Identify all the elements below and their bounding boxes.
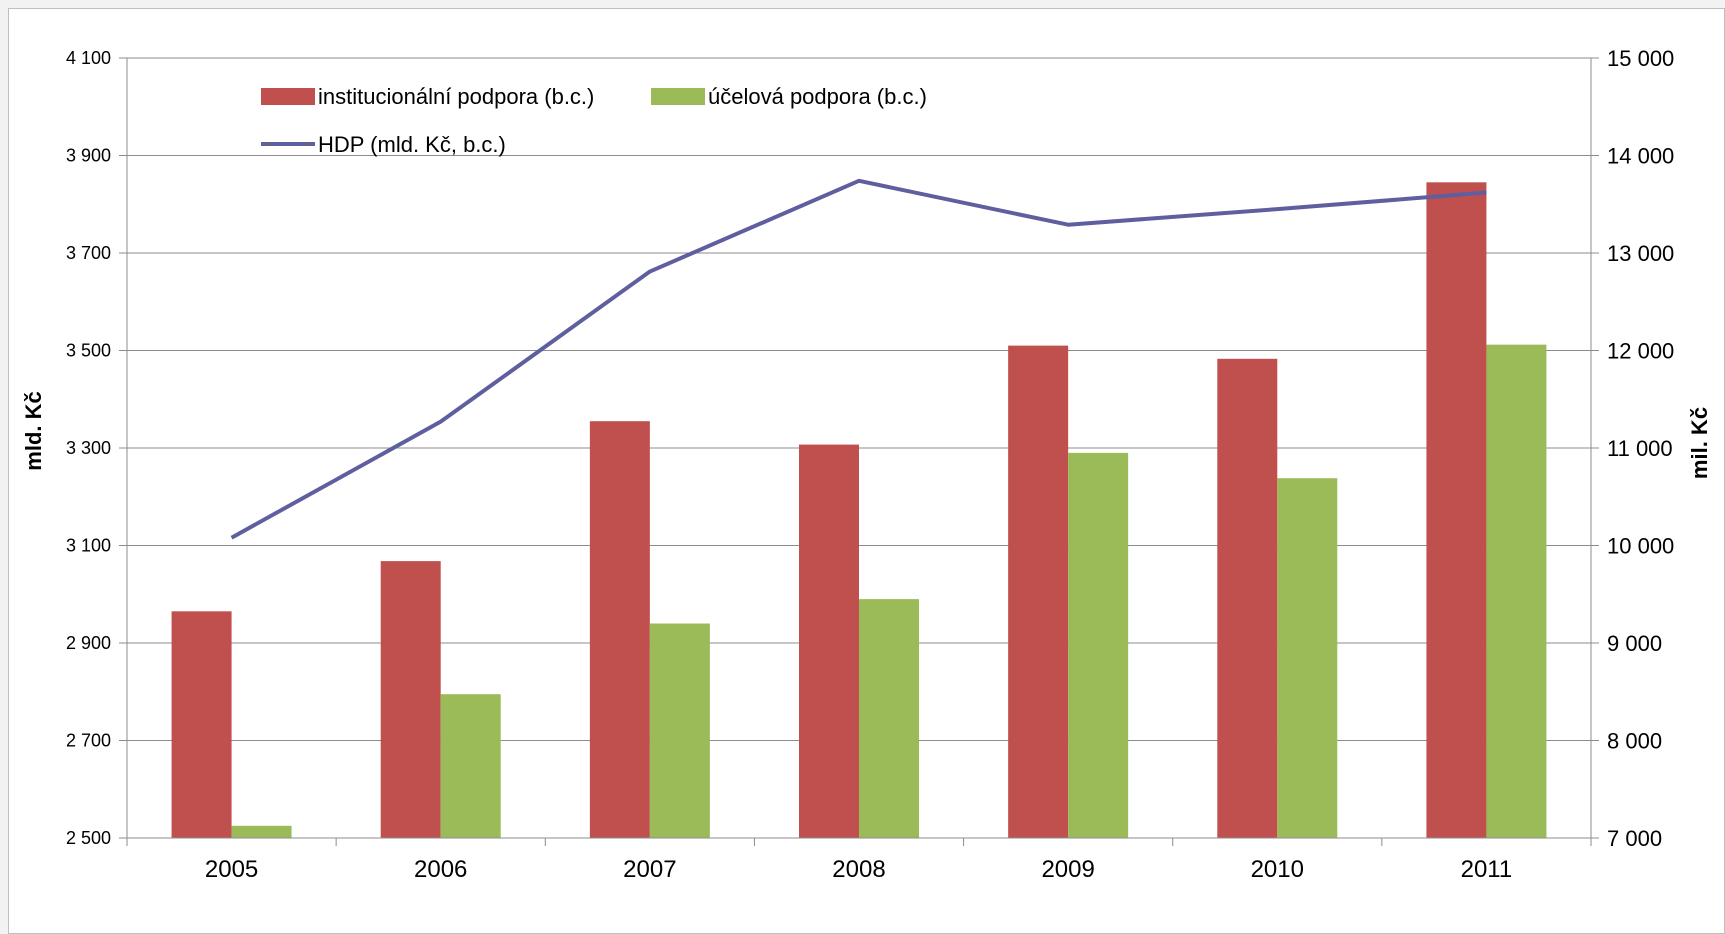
line-hdp [230,178,1487,540]
x-tick-label: 2009 [1041,856,1094,883]
left-tick-label: 3 700 [66,243,111,263]
left-tick-label: 3 300 [66,438,111,458]
left-tick-label: 3 900 [66,146,111,166]
left-tick-label: 3 100 [66,536,111,556]
x-tick-label: 2010 [1251,856,1304,883]
legend: institucionální podpora (b.c.) účelová p… [261,84,927,157]
bar-ucelova [231,825,292,838]
x-tick-label: 2006 [414,856,467,883]
right-tick-label: 8 000 [1607,729,1662,754]
left-tick-label: 3 500 [66,341,111,361]
right-tick-label: 11 000 [1607,436,1673,461]
line-series [230,178,1487,540]
right-tick-label: 7 000 [1607,826,1662,851]
right-tick-label: 9 000 [1607,631,1662,656]
bar-ucelova [859,599,919,838]
x-tick-label: 2008 [832,856,885,883]
legend-label-ucelova: účelová podpora (b.c.) [708,84,927,109]
bar-series [171,182,1547,838]
x-tick-label: 2005 [205,856,258,883]
x-axis-ticks: 2005 2006 2007 2008 2009 2010 2011 [126,838,1592,883]
left-tick-label: 2 700 [66,731,111,751]
bar-ucelova [1486,344,1547,838]
legend-label-institucionalni: institucionální podpora (b.c.) [318,84,594,109]
left-tick-label: 2 500 [66,828,111,848]
bar-institucionalni [380,561,441,838]
combo-chart: 2 500 2 700 2 900 3 100 3 300 3 500 3 700 3 900… [21,46,1712,883]
right-axis-ticks: 7 000 8 000 9 000 10 000 11 000 12 000 13 000 1… [1607,46,1674,851]
left-axis-title: mld. Kč [21,391,46,470]
bar-ucelova [440,694,501,838]
right-tick-label: 10 000 [1607,534,1674,559]
bar-institucionalni [171,611,232,838]
bar-institucionalni [1008,345,1069,838]
left-axis-ticks: 2 500 2 700 2 900 3 100 3 300 3 500 3 700 3 900… [66,48,111,848]
right-tick-label: 14 000 [1607,144,1674,169]
legend-swatch-ucelova [651,88,705,105]
x-tick-label: 2007 [623,856,676,883]
x-tick-label: 2011 [1461,856,1513,883]
bar-institucionalni [799,444,859,838]
right-tick-label: 13 000 [1607,241,1674,266]
bar-ucelova [649,623,710,838]
bar-institucionalni [589,421,650,838]
right-tick-label: 12 000 [1607,339,1674,364]
axes [126,58,1592,839]
legend-swatch-institucionalni [261,88,315,105]
legend-label-hdp: HDP (mld. Kč, b.c.) [318,132,506,157]
left-tick-label: 2 900 [66,633,111,653]
bar-ucelova [1277,478,1338,838]
right-tick-label: 15 000 [1607,46,1674,71]
bar-ucelova [1068,452,1129,838]
bar-institucionalni [1426,182,1487,838]
left-tick-label: 4 100 [66,48,111,68]
right-axis-title: mil. Kč [1687,407,1712,479]
chart-frame: 2 500 2 700 2 900 3 100 3 300 3 500 3 700 3 900… [8,8,1725,934]
bar-institucionalni [1217,358,1278,838]
